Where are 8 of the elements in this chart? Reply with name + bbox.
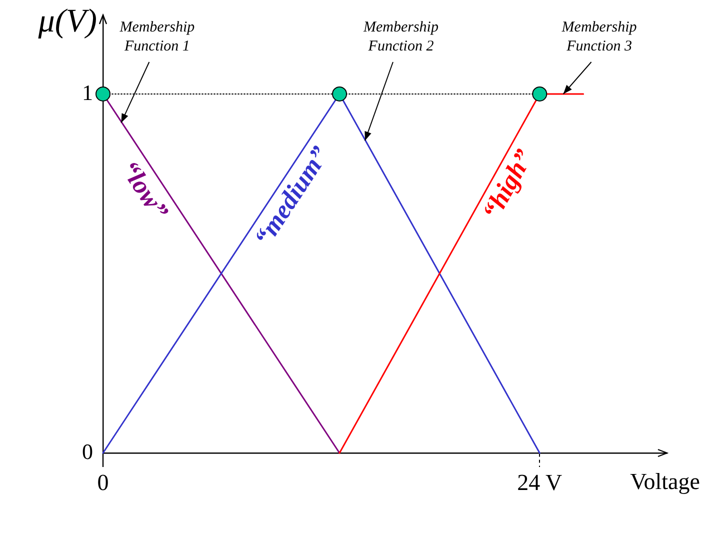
x-axis-title: Voltage — [630, 469, 700, 494]
annotation: Membership Function 1 — [118, 19, 196, 54]
x-tick-label: 24 V — [517, 470, 563, 495]
text: “high” — [476, 144, 539, 224]
y-axis-title: μ(V) — [37, 4, 97, 40]
y-tick-label: 1 — [82, 80, 93, 105]
annotation: Membership Function 3 — [560, 19, 638, 54]
annotation: Membership Function 2 — [362, 19, 439, 54]
